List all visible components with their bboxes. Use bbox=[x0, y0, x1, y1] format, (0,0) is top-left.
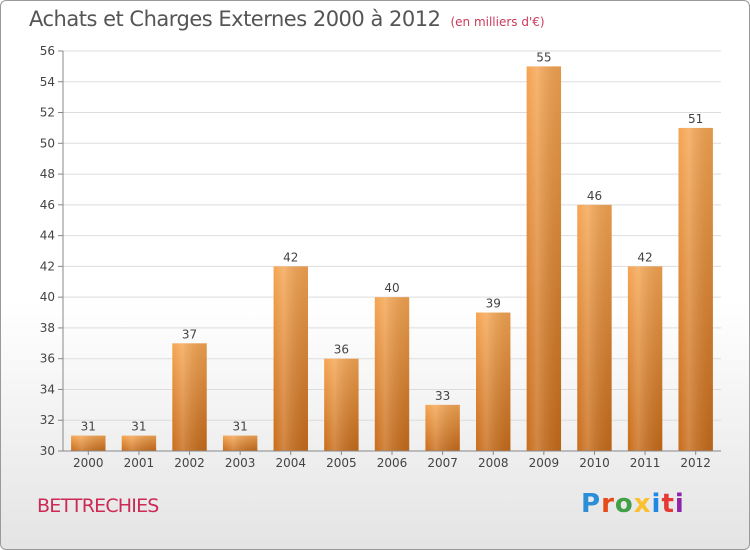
logo-letter: i bbox=[674, 489, 685, 519]
x-tick-label: 2004 bbox=[275, 456, 306, 470]
y-tick-label: 38 bbox=[40, 321, 55, 335]
x-tick-label: 2009 bbox=[529, 456, 560, 470]
data-label: 37 bbox=[182, 327, 197, 341]
y-tick-label: 50 bbox=[40, 136, 55, 150]
data-label: 33 bbox=[435, 389, 450, 403]
data-label: 31 bbox=[81, 420, 96, 434]
data-label: 31 bbox=[233, 420, 248, 434]
logo-letter: i bbox=[651, 489, 662, 519]
data-label: 40 bbox=[384, 281, 399, 295]
x-tick-label: 2006 bbox=[377, 456, 408, 470]
y-tick-label: 48 bbox=[40, 167, 55, 181]
x-tick-label: 2011 bbox=[630, 456, 661, 470]
x-tick-label: 2010 bbox=[579, 456, 610, 470]
logo-letter: r bbox=[601, 489, 615, 519]
bar-shine bbox=[577, 204, 612, 451]
x-tick-label: 2001 bbox=[124, 456, 155, 470]
municipality-name: BETTRECHIES bbox=[37, 495, 159, 517]
x-tick-label: 2008 bbox=[478, 456, 509, 470]
y-tick-label: 30 bbox=[40, 444, 55, 458]
bar-shine bbox=[374, 297, 410, 451]
bar-shine bbox=[425, 404, 460, 451]
data-label: 31 bbox=[131, 420, 146, 434]
y-tick-label: 42 bbox=[40, 259, 55, 273]
bar-shine bbox=[172, 343, 207, 451]
title-block: Achats et Charges Externes 2000 à 2012 (e… bbox=[29, 7, 545, 31]
data-label: 55 bbox=[536, 50, 551, 64]
chart-unit: (en milliers d'€) bbox=[450, 15, 545, 29]
logo-letter: t bbox=[661, 489, 675, 519]
bar-shine bbox=[476, 312, 511, 451]
y-tick-label: 32 bbox=[40, 413, 55, 427]
y-tick-label: 40 bbox=[40, 290, 55, 304]
bar-shine bbox=[324, 358, 359, 451]
bar-layer: 31 31 37 31 42 36 40 33 39 55 46 42 51 bbox=[71, 50, 713, 451]
x-tick-label: 2000 bbox=[73, 456, 104, 470]
bar-shine bbox=[526, 66, 562, 451]
x-tick-label: 2002 bbox=[174, 456, 205, 470]
proxiti-logo[interactable]: Proxiti bbox=[581, 489, 685, 519]
y-tick-label: 56 bbox=[40, 44, 55, 58]
bar-shine bbox=[222, 435, 258, 451]
y-tick-label: 34 bbox=[40, 382, 55, 396]
x-tick-label: 2005 bbox=[326, 456, 357, 470]
data-label: 42 bbox=[283, 250, 298, 264]
y-tick-label: 52 bbox=[40, 106, 55, 120]
y-tick-label: 36 bbox=[40, 352, 55, 366]
bar-shine bbox=[71, 435, 106, 451]
bar-shine bbox=[121, 435, 157, 451]
data-label: 51 bbox=[688, 112, 703, 126]
y-tick-label: 46 bbox=[40, 198, 55, 212]
axis-layer: 30 32 34 36 38 40 42 44 46 48 50 52 54 56 2000 2001 2002… bbox=[40, 44, 721, 470]
x-tick-label: 2007 bbox=[427, 456, 458, 470]
logo-letter: x bbox=[633, 489, 652, 519]
bar-shine bbox=[627, 266, 663, 451]
data-label: 39 bbox=[486, 297, 501, 311]
bar-shine bbox=[678, 127, 713, 451]
x-tick-label: 2003 bbox=[225, 456, 256, 470]
y-tick-label: 44 bbox=[40, 229, 55, 243]
logo-letter: o bbox=[614, 489, 634, 519]
x-tick-label: 2012 bbox=[680, 456, 711, 470]
data-label: 42 bbox=[637, 250, 652, 264]
chart-title: Achats et Charges Externes 2000 à 2012 bbox=[29, 7, 441, 31]
data-label: 46 bbox=[587, 189, 602, 203]
logo-letter: P bbox=[581, 489, 602, 519]
bar-shine bbox=[273, 266, 308, 451]
data-label: 36 bbox=[334, 343, 349, 357]
y-tick-label: 54 bbox=[40, 75, 55, 89]
